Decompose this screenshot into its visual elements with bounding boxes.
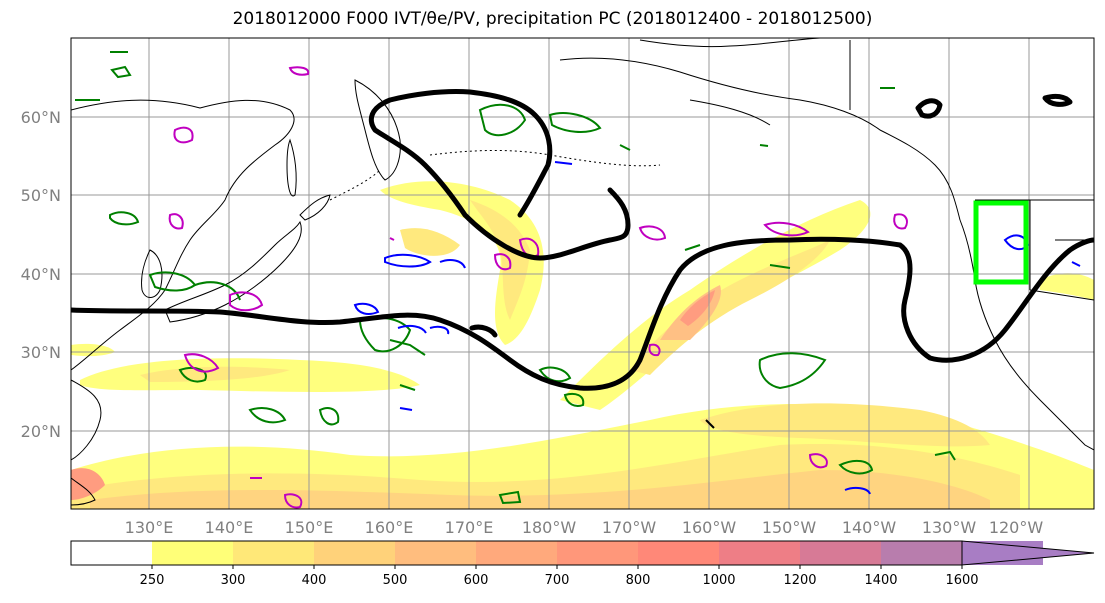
lon-label: 170°E [445,518,494,537]
lat-label: 30°N [21,343,61,362]
region-highlight-box [973,200,1029,285]
lat-label: 20°N [21,422,61,441]
colorbar-frame [70,540,963,566]
lat-labels: 60°N 50°N 40°N 30°N 20°N [21,108,61,441]
lon-label: 120°W [989,518,1044,537]
coastlines [71,38,1094,506]
colorbar-swatch [719,541,800,565]
lat-label: 50°N [21,186,61,205]
colorbar-swatch [800,541,881,565]
map-title: 2018012000 F000 IVT/θe/PV, precipitation… [232,9,873,29]
lon-label: 150°E [285,518,334,537]
colorbar: 250 300 400 500 600 700 800 1000 1200 1400 1600 [70,540,1095,588]
lat-label: 60°N [21,108,61,127]
pv-negative-contours [353,161,1081,495]
colorbar-swatch [881,541,962,565]
colorbar-label: 1200 [783,573,816,588]
lon-label: 160°E [365,518,414,537]
colorbar-label: 1400 [864,573,897,588]
colorbar-swatch [314,541,395,565]
lon-label: 140°E [205,518,254,537]
colorbar-label: 1000 [702,573,735,588]
colorbar-label: 600 [464,573,489,588]
colorbar-label: 500 [383,573,408,588]
theta-e-contours [71,89,1094,391]
colorbar-label: 300 [221,573,246,588]
colorbar-swatch [233,541,314,565]
lon-label: 160°W [682,518,737,537]
magenta-contours [168,66,908,509]
colorbar-swatch [476,541,557,565]
colorbar-label: 400 [302,573,327,588]
colorbar-swatch [152,541,233,565]
colorbar-label: 700 [545,573,570,588]
lon-label: 140°W [842,518,897,537]
colorbar-label: 800 [626,573,651,588]
lon-labels: 130°E 140°E 150°E 160°E 170°E 180°W 170°… [125,518,1044,537]
colorbar-label: 250 [140,573,165,588]
colorbar-swatch [395,541,476,565]
colorbar-swatch [557,541,638,565]
colorbar-swatch [71,541,152,565]
lon-label: 150°W [762,518,817,537]
lon-label: 180°W [522,518,577,537]
lon-label: 130°E [125,518,174,537]
colorbar-swatch [638,541,719,565]
lat-label: 40°N [21,265,61,284]
map-frame [70,37,1095,510]
lon-label: 130°W [922,518,977,537]
colorbar-label: 1600 [945,573,978,588]
lon-label: 170°W [602,518,657,537]
